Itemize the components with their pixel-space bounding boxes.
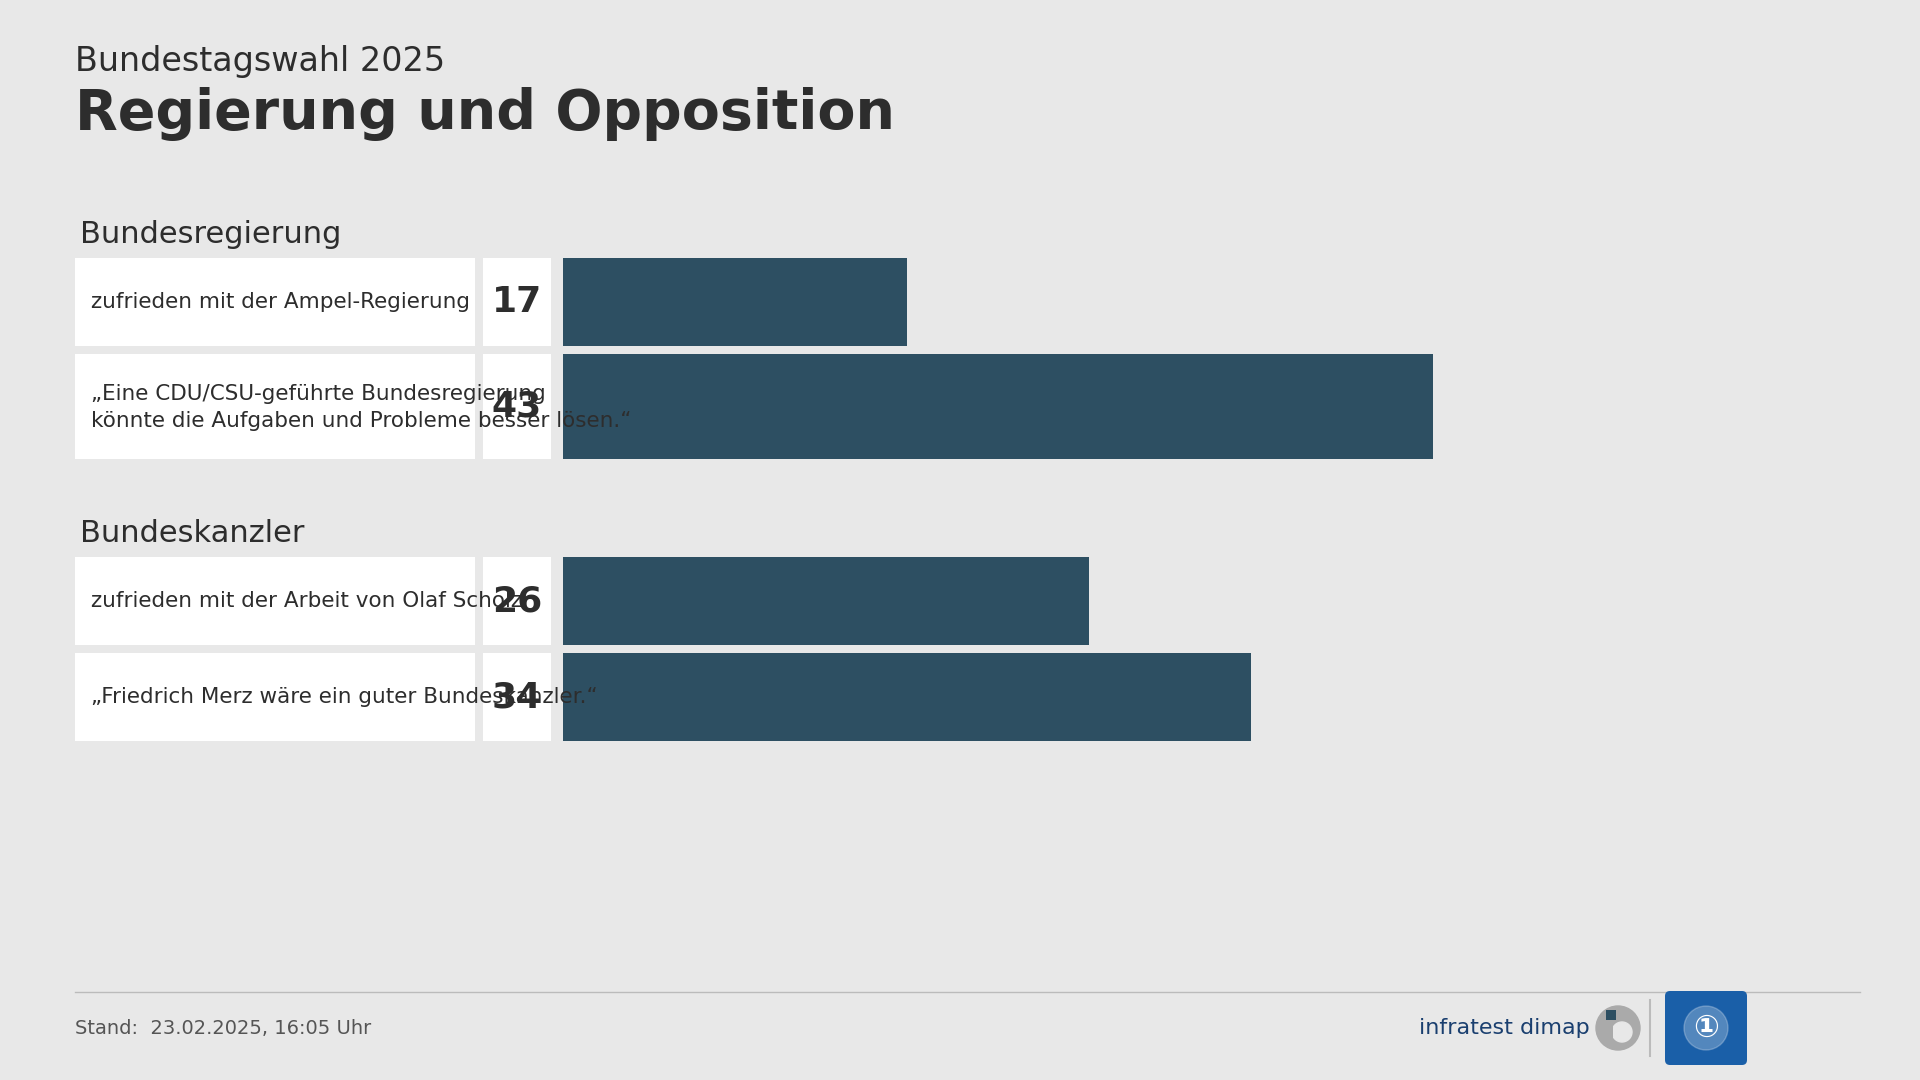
Text: 43: 43 [492, 390, 541, 423]
FancyBboxPatch shape [75, 354, 474, 459]
FancyBboxPatch shape [1605, 1010, 1617, 1020]
Text: Stand:  23.02.2025, 16:05 Uhr: Stand: 23.02.2025, 16:05 Uhr [75, 1018, 371, 1038]
Text: infratest dimap: infratest dimap [1419, 1018, 1590, 1038]
Text: „Friedrich Merz wäre ein guter Bundeskanzler.“: „Friedrich Merz wäre ein guter Bundeskan… [90, 687, 597, 707]
Text: 26: 26 [492, 584, 541, 618]
Text: Bundestagswahl 2025: Bundestagswahl 2025 [75, 45, 445, 78]
FancyBboxPatch shape [563, 354, 1432, 459]
FancyBboxPatch shape [484, 258, 551, 346]
Text: Regierung und Opposition: Regierung und Opposition [75, 87, 895, 141]
FancyBboxPatch shape [484, 354, 551, 459]
FancyBboxPatch shape [563, 653, 1252, 741]
FancyBboxPatch shape [484, 653, 551, 741]
FancyBboxPatch shape [484, 557, 551, 645]
Text: könnte die Aufgaben und Probleme besser lösen.“: könnte die Aufgaben und Probleme besser … [90, 411, 632, 431]
FancyBboxPatch shape [1665, 991, 1747, 1065]
Circle shape [1684, 1005, 1728, 1050]
Text: „Eine CDU/CSU-geführte Bundesregierung: „Eine CDU/CSU-geführte Bundesregierung [90, 383, 545, 404]
Text: Bundeskanzler: Bundeskanzler [81, 519, 305, 548]
Text: Bundesregierung: Bundesregierung [81, 220, 342, 249]
Text: ①: ① [1693, 1013, 1718, 1042]
Text: zufrieden mit der Ampel-Regierung: zufrieden mit der Ampel-Regierung [90, 292, 470, 312]
FancyBboxPatch shape [563, 557, 1089, 645]
Text: zufrieden mit der Arbeit von Olaf Scholz: zufrieden mit der Arbeit von Olaf Scholz [90, 591, 522, 611]
Circle shape [1596, 1005, 1640, 1050]
FancyBboxPatch shape [75, 653, 474, 741]
Text: 34: 34 [492, 680, 541, 714]
FancyBboxPatch shape [563, 258, 906, 346]
FancyBboxPatch shape [75, 557, 474, 645]
FancyBboxPatch shape [1605, 1016, 1613, 1042]
FancyBboxPatch shape [75, 258, 474, 346]
Circle shape [1613, 1022, 1632, 1042]
Text: 17: 17 [492, 285, 541, 319]
